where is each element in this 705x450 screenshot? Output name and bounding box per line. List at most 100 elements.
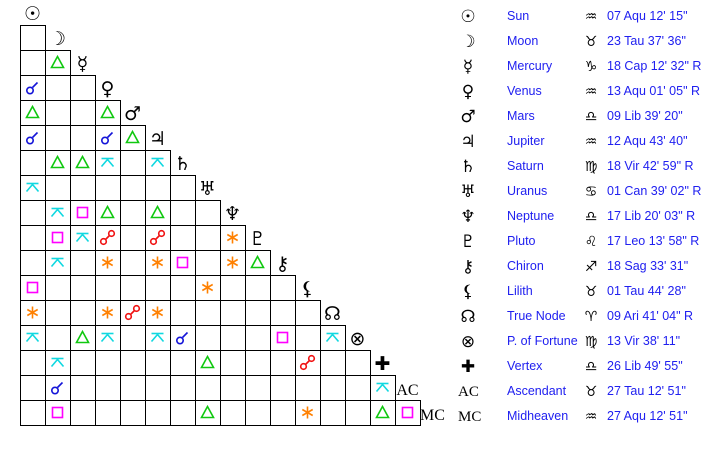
grid-cell — [20, 100, 46, 126]
quincunx-aspect-icon — [150, 332, 165, 343]
planet-name: Mars — [507, 109, 535, 123]
grid-cell — [95, 200, 121, 226]
trine-aspect-icon — [50, 154, 65, 169]
sextile-aspect-icon — [151, 256, 164, 269]
planet-name: Midheaven — [507, 409, 569, 423]
pluto-icon: ♇ — [249, 228, 266, 250]
grid-cell — [270, 300, 296, 326]
planet-name: Lilith — [507, 284, 533, 298]
saturn-icon: ♄ — [174, 153, 191, 175]
conjunction-aspect-icon — [25, 81, 39, 95]
grid-cell — [95, 100, 121, 126]
quincunx-aspect-icon — [50, 257, 65, 268]
vertex-icon: ✚ — [375, 353, 391, 375]
grid-cell — [95, 150, 121, 176]
grid-cell — [195, 375, 221, 401]
venus-icon: ♀ — [461, 82, 475, 102]
opposition-aspect-icon — [99, 229, 116, 246]
grid-cell — [295, 300, 321, 326]
sextile-aspect-icon — [101, 256, 114, 269]
aquarius-icon: ♒ — [584, 84, 598, 100]
grid-cell — [245, 325, 271, 351]
grid-cell — [295, 325, 321, 351]
mars-icon: ♂ — [124, 103, 141, 125]
grid-cell — [145, 375, 171, 401]
planet-position: 23 Tau 37' 36" — [607, 34, 686, 48]
grid-cell — [45, 50, 71, 76]
square-aspect-icon — [51, 231, 64, 244]
grid-cell — [170, 250, 196, 276]
grid-cell — [170, 300, 196, 326]
grid-cell — [45, 200, 71, 226]
grid-cell — [20, 200, 46, 226]
capricorn-icon: ♑ — [584, 59, 598, 75]
planet-row: ♄ Saturn ♍ 18 Vir 42' 59" R — [450, 155, 705, 180]
grid-cell — [45, 300, 71, 326]
grid-cell — [320, 325, 346, 351]
trine-aspect-icon — [100, 204, 115, 219]
planet-position: 17 Leo 13' 58" R — [607, 234, 700, 248]
quincunx-aspect-icon — [25, 332, 40, 343]
planet-position: 12 Aqu 43' 40" — [607, 134, 688, 148]
trine-aspect-icon — [200, 404, 215, 419]
grid-cell — [45, 75, 71, 101]
grid-cell — [120, 325, 146, 351]
sun-icon: ☉ — [24, 3, 41, 25]
aquarius-icon: ♒ — [584, 409, 598, 425]
grid-cell — [245, 350, 271, 376]
jupiter-icon: ♃ — [149, 128, 166, 150]
taurus-icon: ♉ — [584, 284, 598, 300]
midheaven-icon: MC — [458, 409, 482, 425]
grid-cell — [120, 275, 146, 301]
quincunx-aspect-icon — [25, 182, 40, 193]
grid-cell — [320, 400, 346, 426]
trine-aspect-icon — [375, 404, 390, 419]
quincunx-aspect-icon — [150, 157, 165, 168]
grid-cell — [70, 325, 96, 351]
planet-row: ♆ Neptune ♎ 17 Lib 20' 03" R — [450, 205, 705, 230]
conjunction-aspect-icon — [50, 381, 64, 395]
planet-position: 09 Lib 39' 20" — [607, 109, 683, 123]
trine-aspect-icon — [75, 154, 90, 169]
grid-cell — [270, 350, 296, 376]
trine-aspect-icon — [100, 104, 115, 119]
taurus-icon: ♉ — [584, 34, 598, 50]
grid-cell — [170, 200, 196, 226]
grid-cell — [70, 350, 96, 376]
planet-row: ♃ Jupiter ♒ 12 Aqu 43' 40" — [450, 130, 705, 155]
uranus-icon: ♅ — [460, 182, 476, 202]
planet-row: ⊗ P. of Fortune ♍ 13 Vir 38' 11" — [450, 330, 705, 355]
quincunx-aspect-icon — [75, 232, 90, 243]
grid-cell — [320, 350, 346, 376]
uranus-icon: ♅ — [199, 178, 216, 200]
grid-cell — [70, 250, 96, 276]
planet-name: P. of Fortune — [507, 334, 578, 348]
quincunx-aspect-icon — [50, 357, 65, 368]
grid-cell — [220, 375, 246, 401]
virgo-icon: ♍ — [584, 159, 598, 175]
grid-cell — [220, 300, 246, 326]
grid-cell — [70, 200, 96, 226]
grid-cell — [120, 350, 146, 376]
grid-cell — [145, 350, 171, 376]
grid-cell — [195, 250, 221, 276]
north-node-icon: ☊ — [460, 307, 476, 327]
planet-position: 27 Tau 12' 51" — [607, 384, 686, 398]
opposition-aspect-icon — [149, 229, 166, 246]
grid-cell — [195, 350, 221, 376]
quincunx-aspect-icon — [100, 332, 115, 343]
grid-cell — [220, 400, 246, 426]
grid-cell — [70, 150, 96, 176]
planet-position: 18 Vir 42' 59" R — [607, 159, 694, 173]
planet-row: ☿ Mercury ♑ 18 Cap 12' 32" R — [450, 55, 705, 80]
aquarius-icon: ♒ — [584, 134, 598, 150]
grid-cell — [345, 350, 371, 376]
square-aspect-icon — [26, 281, 39, 294]
grid-cell — [95, 350, 121, 376]
grid-cell — [170, 400, 196, 426]
grid-cell — [245, 400, 271, 426]
square-aspect-icon — [76, 206, 89, 219]
planet-name: Neptune — [507, 209, 555, 223]
grid-cell — [20, 275, 46, 301]
grid-cell — [395, 400, 421, 426]
